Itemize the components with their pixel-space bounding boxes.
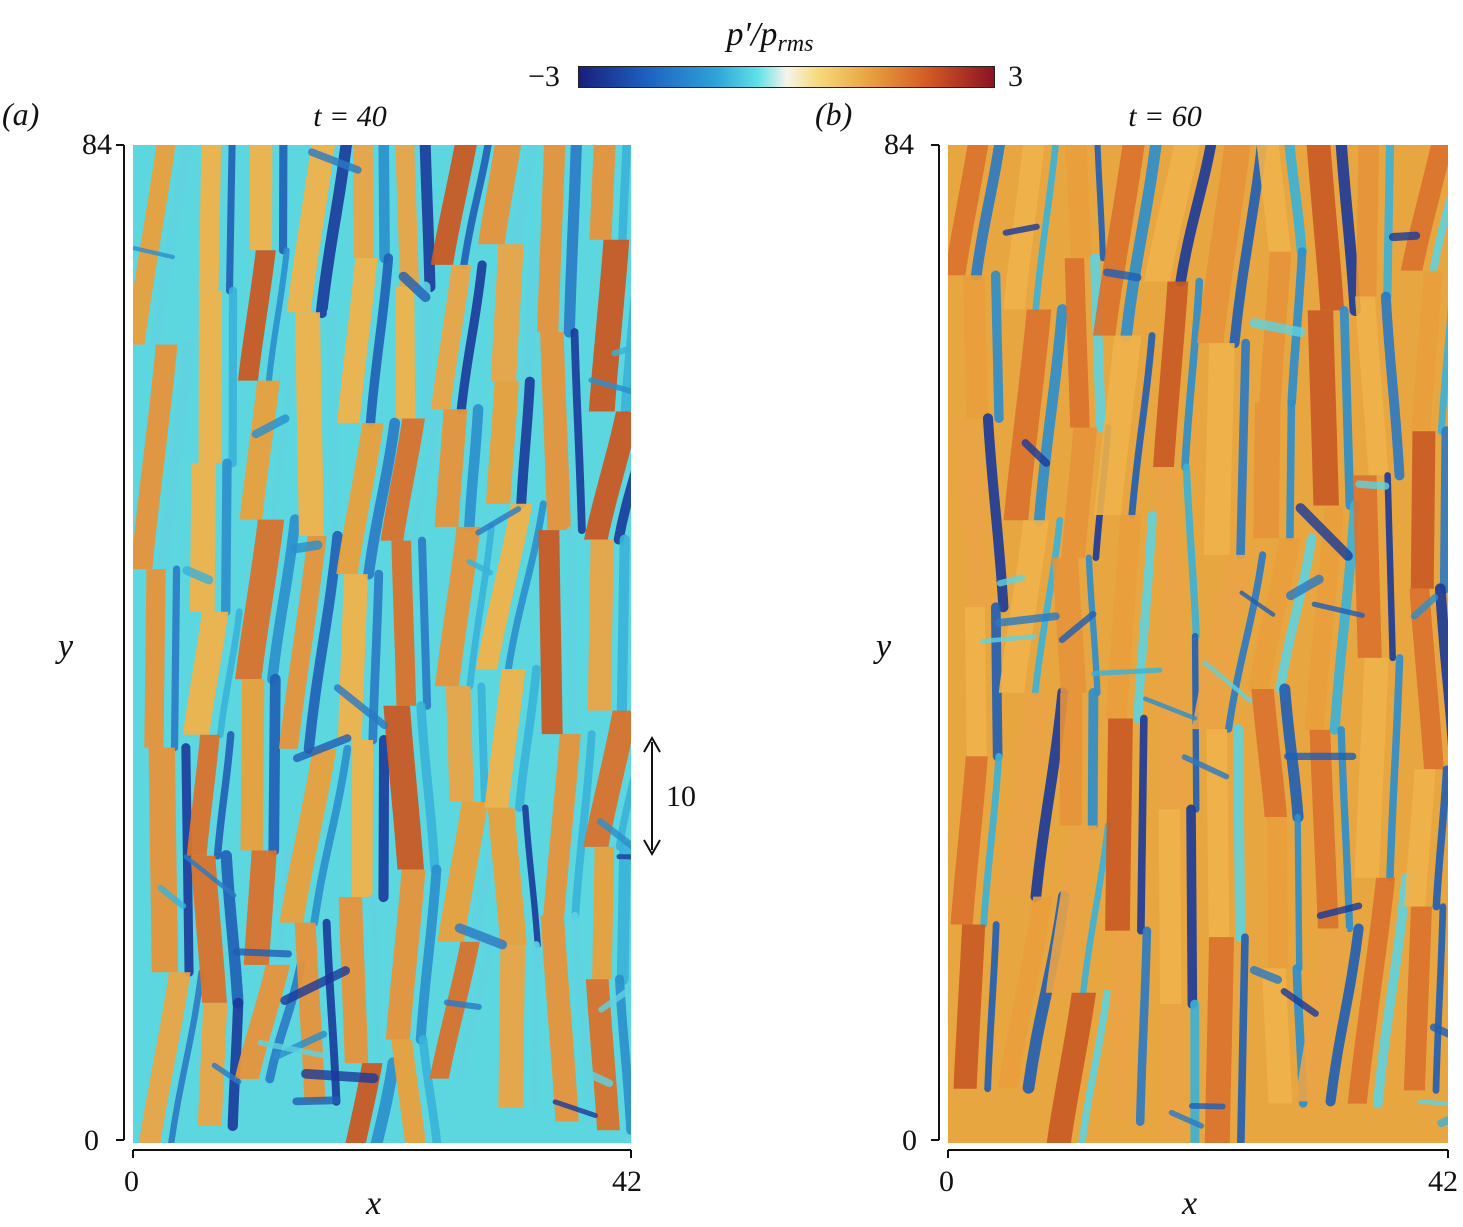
panel-a-label: (a) (2, 96, 40, 132)
panel-a-ytick-bottom: 0 (84, 1124, 99, 1157)
panel-b-xtick-left: 0 (939, 1165, 954, 1198)
colorbar-title-main: p′/p (726, 16, 778, 53)
panel-b-title: t = 60 (1128, 100, 1202, 133)
panel-b-xtick-right: 42 (1428, 1165, 1458, 1198)
panel-a-xtick-right: 42 (612, 1165, 642, 1198)
panel-a-pressure-field (133, 145, 631, 1143)
panel-b-pressure-field (948, 145, 1448, 1143)
panel-b-label: (b) (815, 96, 853, 132)
colorbar-title-sub: rms (777, 31, 814, 57)
scale-bar-label: 10 (666, 780, 696, 813)
panel-a-xtick-left: 0 (124, 1165, 139, 1198)
panel-a-xlabel: x (366, 1185, 382, 1222)
panel-a-ylabel: y (58, 628, 74, 665)
panel-b-ytick-bottom: 0 (902, 1124, 917, 1157)
panel-b-ytick-top: 84 (884, 128, 914, 161)
panel-b-ylabel: y (876, 628, 892, 665)
panel-a-title: t = 40 (313, 100, 387, 133)
colorbar-title: p′/prms (700, 16, 840, 58)
colorbar-min-label: −3 (528, 60, 560, 93)
colorbar (578, 66, 995, 88)
colorbar-max-label: 3 (1008, 60, 1023, 93)
panel-b-xlabel: x (1182, 1185, 1198, 1222)
panel-a-ytick-top: 84 (82, 128, 112, 161)
